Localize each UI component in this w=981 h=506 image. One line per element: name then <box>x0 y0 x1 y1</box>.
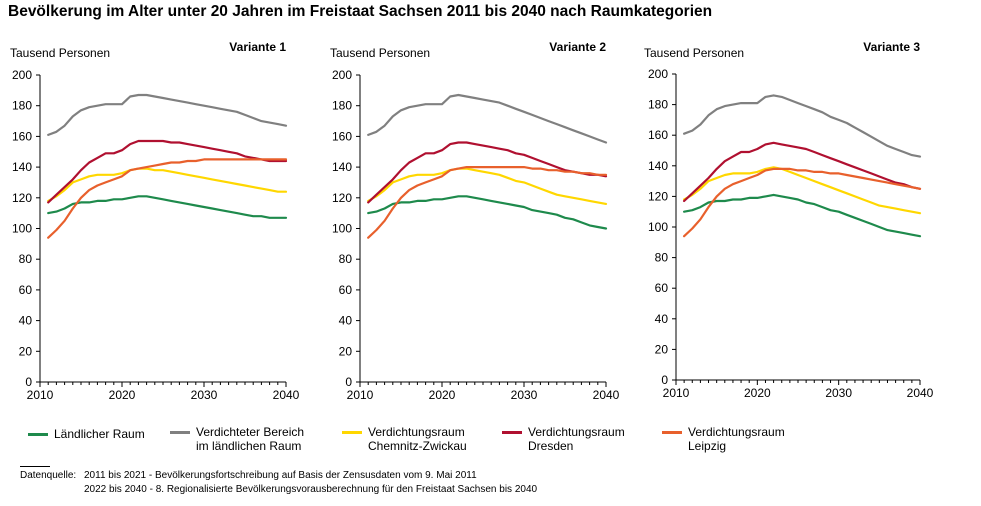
legend-swatch-leipzig <box>662 431 682 434</box>
panel-3-ytick-label-60: 60 <box>655 281 669 295</box>
panel-1-ytick-label-100: 100 <box>12 222 32 236</box>
panel-3-ytick-label-200: 200 <box>648 67 668 81</box>
panel-2-series-line-4 <box>367 141 608 204</box>
panel-2-ytick-label-120: 120 <box>332 191 352 205</box>
panel-1-series-line-4 <box>47 139 288 204</box>
panel-3-xtick-label-2030: 2030 <box>825 386 852 400</box>
panel-2-ytick-label-200: 200 <box>332 68 352 82</box>
legend-label-laendlicher-raum: Ländlicher Raum <box>54 427 145 441</box>
panel-3-ytick-label-120: 120 <box>648 189 668 203</box>
panel-2-ytick-label-0: 0 <box>345 375 352 389</box>
panel-3-ytick-label-80: 80 <box>655 251 669 265</box>
panel-3-ytick-label-40: 40 <box>655 312 669 326</box>
chart-panels: Tausend Personen Variante 102040608010012… <box>10 40 934 402</box>
panel-1-ytick-label-20: 20 <box>19 344 33 358</box>
panel-1-series-line-2 <box>47 93 288 136</box>
panel-3-ytick-label-180: 180 <box>648 98 668 112</box>
panel-3-ytick-label-100: 100 <box>648 220 668 234</box>
legend-label-leipzig: Verdichtungsraum Leipzig <box>688 425 785 453</box>
legend-label-chemnitz-zwickau: Verdichtungsraum Chemnitz-Zwickau <box>368 425 467 453</box>
panel-2-series-line-1 <box>367 195 608 230</box>
panel-2-xtick-label-2020: 2020 <box>429 388 456 402</box>
panel-2-ytick-label-60: 60 <box>339 283 353 297</box>
panel-2-ytick-label-40: 40 <box>339 314 353 328</box>
panel-2-ytick-label-140: 140 <box>332 160 352 174</box>
chart-title: Bevölkerung im Alter unter 20 Jahren im … <box>8 3 713 20</box>
panel-3-series-line-5 <box>682 167 922 238</box>
panel-3-ylabel: Tausend Personen <box>644 46 744 60</box>
panel-2-xtick-label-2040: 2040 <box>593 388 620 402</box>
panel-1-variant-title: Variante 1 <box>229 40 286 54</box>
panel-1-ytick-label-180: 180 <box>12 99 32 113</box>
footnote-divider <box>20 466 50 467</box>
panel-3-ytick-label-140: 140 <box>648 159 668 173</box>
panel-2-ytick-label-180: 180 <box>332 99 352 113</box>
panel-1-series-line-3 <box>47 167 288 202</box>
panel-1-ytick-label-120: 120 <box>12 191 32 205</box>
legend-swatch-chemnitz-zwickau <box>342 431 362 434</box>
panel-3-ytick-label-20: 20 <box>655 342 669 356</box>
panel-2-xtick-label-2030: 2030 <box>511 388 538 402</box>
panel-1-xtick-label-2010: 2010 <box>27 388 54 402</box>
footnote-line-2: 2022 bis 2040 - 8. Regionalisierte Bevöl… <box>84 484 538 495</box>
panel-1-ytick-label-80: 80 <box>19 252 33 266</box>
panel-2-xtick-label-2010: 2010 <box>347 388 374 402</box>
panel-1-xtick-label-2040: 2040 <box>273 388 300 402</box>
legend-swatch-verdichteter-bereich <box>170 431 190 434</box>
panel-2-ytick-label-20: 20 <box>339 344 353 358</box>
legend-label-dresden: Verdichtungsraum Dresden <box>528 425 625 453</box>
panel-3-series-line-3 <box>682 166 922 215</box>
panel-1-xtick-label-2030: 2030 <box>191 388 218 402</box>
panel-3-series-line-4 <box>682 141 922 203</box>
panel-3-ytick-label-0: 0 <box>661 373 668 387</box>
footnote-line-1: 2011 bis 2021 - Bevölkerungsfortschreibu… <box>84 470 477 481</box>
panel-1-xtick-label-2020: 2020 <box>109 388 136 402</box>
panel-1-ytick-label-160: 160 <box>12 129 32 143</box>
panel-2-series-line-5 <box>367 166 608 239</box>
panel-1-ylabel: Tausend Personen <box>10 46 110 60</box>
panel-3-series-line-2 <box>682 94 922 158</box>
panel-3-series-line-1 <box>682 193 922 238</box>
legend-swatch-dresden <box>502 431 522 434</box>
panel-2-ytick-label-160: 160 <box>332 129 352 143</box>
panel-3-variant-title: Variante 3 <box>863 40 920 54</box>
panel-1-series-line-5 <box>47 158 288 239</box>
panel-2-ylabel: Tausend Personen <box>330 46 430 60</box>
panel-1-series-line-1 <box>47 195 288 219</box>
footnote-source-label: Datenquelle: <box>20 470 77 481</box>
panel-1-ytick-label-0: 0 <box>25 375 32 389</box>
panel-2-series-line-2 <box>367 93 608 144</box>
panel-1-ytick-label-140: 140 <box>12 160 32 174</box>
panel-3-ytick-label-160: 160 <box>648 128 668 142</box>
panel-2-variant-title: Variante 2 <box>549 40 606 54</box>
panel-1-ytick-label-200: 200 <box>12 68 32 82</box>
panel-1-ytick-label-60: 60 <box>19 283 33 297</box>
panel-2-ytick-label-80: 80 <box>339 252 353 266</box>
panel-3-xtick-label-2010: 2010 <box>663 386 690 400</box>
legend-swatch-laendlicher-raum <box>28 433 48 436</box>
panel-2-ytick-label-100: 100 <box>332 222 352 236</box>
panel-2-series-line-3 <box>367 167 608 205</box>
panel-3-xtick-label-2040: 2040 <box>907 386 934 400</box>
panel-1-ytick-label-40: 40 <box>19 314 33 328</box>
legend-label-verdichteter-bereich: Verdichteter Bereich im ländlichen Raum <box>196 425 305 453</box>
panel-3-xtick-label-2020: 2020 <box>744 386 771 400</box>
